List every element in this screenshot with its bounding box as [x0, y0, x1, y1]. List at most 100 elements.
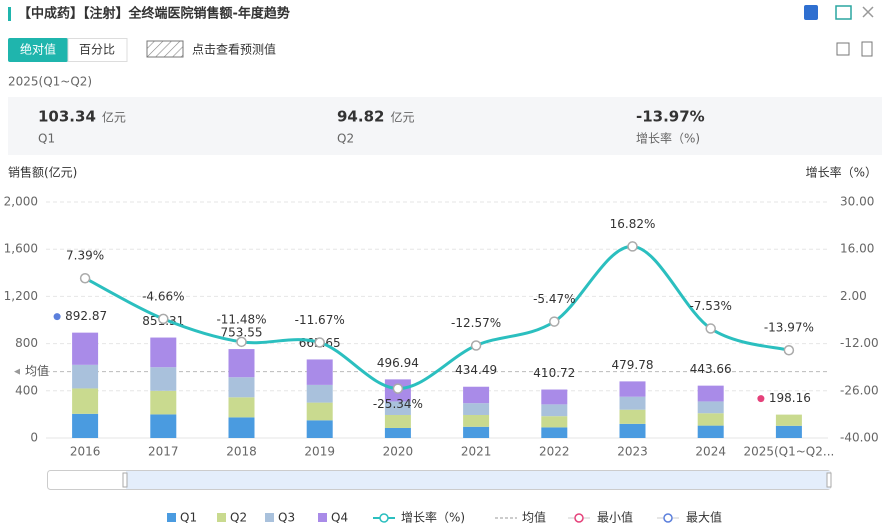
legend-label: Q4 — [331, 511, 348, 525]
growth-label: -7.53% — [689, 299, 731, 313]
y2-tick-label: -26.00 — [840, 383, 879, 397]
bar-segment — [541, 404, 568, 417]
bar-segment — [72, 388, 99, 414]
growth-label: -13.97% — [764, 321, 814, 335]
mean-label: 均值 — [25, 363, 49, 378]
y2-tick-label: -40.00 — [840, 431, 879, 445]
bar-segment — [228, 417, 255, 438]
min-marker — [757, 395, 765, 403]
bar-segment — [463, 414, 490, 427]
forecast-toggle[interactable]: 点击查看预测值 — [192, 42, 276, 57]
kpi-unit: 亿元 — [102, 110, 126, 125]
y-tick-label: 400 — [15, 383, 38, 397]
bar-segment — [384, 401, 411, 415]
bar-segment — [541, 389, 568, 405]
legend-label: 均值 — [522, 510, 546, 525]
slider-handle[interactable] — [826, 472, 832, 488]
legend-swatch — [167, 513, 176, 522]
tab-label[interactable]: 百分比 — [79, 43, 115, 57]
growth-point — [392, 383, 404, 394]
total-label: 479.78 — [612, 358, 654, 372]
image-icon[interactable] — [835, 5, 852, 20]
bar-segment — [228, 349, 255, 378]
bar-segment — [463, 426, 490, 438]
growth-point — [79, 272, 91, 284]
tab-label[interactable]: 绝对值 — [20, 42, 56, 57]
bar-segment — [619, 381, 646, 397]
x-tick-label: 2022 — [539, 445, 570, 459]
forecast-swatch[interactable] — [146, 40, 184, 58]
x-tick-label: 2016 — [70, 445, 101, 459]
legend-label: Q3 — [278, 511, 295, 525]
bar-segment — [384, 427, 411, 438]
bar-segment — [306, 384, 333, 403]
y2-tick-label: 16.00 — [840, 242, 874, 256]
bar-segment — [541, 427, 568, 438]
y2-tick-label: 30.00 — [840, 195, 874, 209]
bar-segment — [384, 414, 411, 428]
growth-point — [470, 340, 482, 351]
bar-segment — [228, 397, 255, 418]
y-tick-label: 2,000 — [4, 195, 38, 209]
growth-point — [236, 336, 247, 348]
page-title: 【中成药】【注射】全终端医院销售额-年度趋势 — [18, 6, 290, 22]
slider-range[interactable] — [126, 471, 830, 489]
growth-label: -12.57% — [451, 316, 501, 330]
growth-label: 16.82% — [610, 217, 656, 231]
kpi-label: Q1 — [38, 132, 55, 146]
y-tick-label: 0 — [30, 431, 38, 445]
tab[interactable] — [67, 38, 128, 62]
bar-segment — [697, 413, 724, 426]
growth-point — [627, 241, 638, 252]
growth-label: 7.39% — [66, 249, 104, 263]
growth-point — [783, 344, 795, 356]
tab-active[interactable] — [8, 38, 68, 62]
max-marker — [53, 313, 61, 321]
kpi-unit: 亿元 — [390, 110, 414, 125]
legend-label: 最小值 — [597, 510, 633, 525]
total-label: 753.55 — [221, 326, 263, 340]
bar-segment — [150, 337, 177, 368]
growth-label: -5.47% — [533, 292, 575, 306]
growth-point — [314, 337, 325, 348]
x-tick-label: 2020 — [383, 445, 414, 459]
bar-segment — [306, 420, 333, 438]
legend-label: 增长率（%) — [401, 510, 465, 525]
x-tick-label: 2019 — [304, 445, 335, 459]
x-tick-label: 2023 — [617, 445, 648, 459]
kpi-value: 103.34 — [38, 108, 96, 126]
legend-swatch — [318, 513, 327, 522]
close-icon[interactable] — [862, 6, 874, 18]
total-label: 434.49 — [455, 363, 497, 377]
bar-segment — [306, 402, 333, 421]
bar-segment — [150, 414, 177, 438]
kpi-panel — [8, 97, 882, 155]
y2-axis-title: 增长率（%） — [806, 165, 877, 180]
kpi-group: 103.34 亿元 Q1 94.82 亿元 Q2 -13.97% 增长率（%) — [38, 108, 705, 146]
bar-segment — [306, 359, 333, 385]
bar-segment — [775, 425, 802, 438]
x-tick-label: 2017 — [148, 445, 179, 459]
bar-segment — [72, 364, 99, 389]
bar-segment — [150, 367, 177, 391]
growth-point — [549, 316, 560, 327]
table-icon[interactable] — [861, 41, 873, 57]
y2-tick-label: 2.00 — [840, 289, 867, 303]
kpi-value: -13.97% — [636, 108, 705, 126]
chart: 销售额(亿元) 增长率（%） 0 400 800 1,200 1,600 2,000 -40.0… — [4, 165, 879, 525]
growth-point — [158, 313, 169, 325]
bar-segment — [228, 377, 255, 398]
growth-label: -4.66% — [142, 289, 184, 303]
growth-label: -25.34% — [373, 397, 423, 411]
kpi-label: 增长率（%) — [636, 131, 700, 146]
x-tick-label: 2018 — [226, 445, 257, 459]
total-label: 198.16 — [769, 391, 811, 405]
y-tick-label: 1,600 — [4, 242, 38, 256]
y-tick-label: 800 — [15, 336, 38, 350]
slider-handle[interactable] — [122, 472, 128, 488]
x-tick-label: 2025(Q1~Q2... — [743, 445, 834, 459]
bar-segment — [697, 425, 724, 438]
excel-icon[interactable] — [804, 5, 818, 20]
chart-icon[interactable] — [836, 42, 850, 56]
x-tick-label: 2024 — [695, 445, 726, 459]
